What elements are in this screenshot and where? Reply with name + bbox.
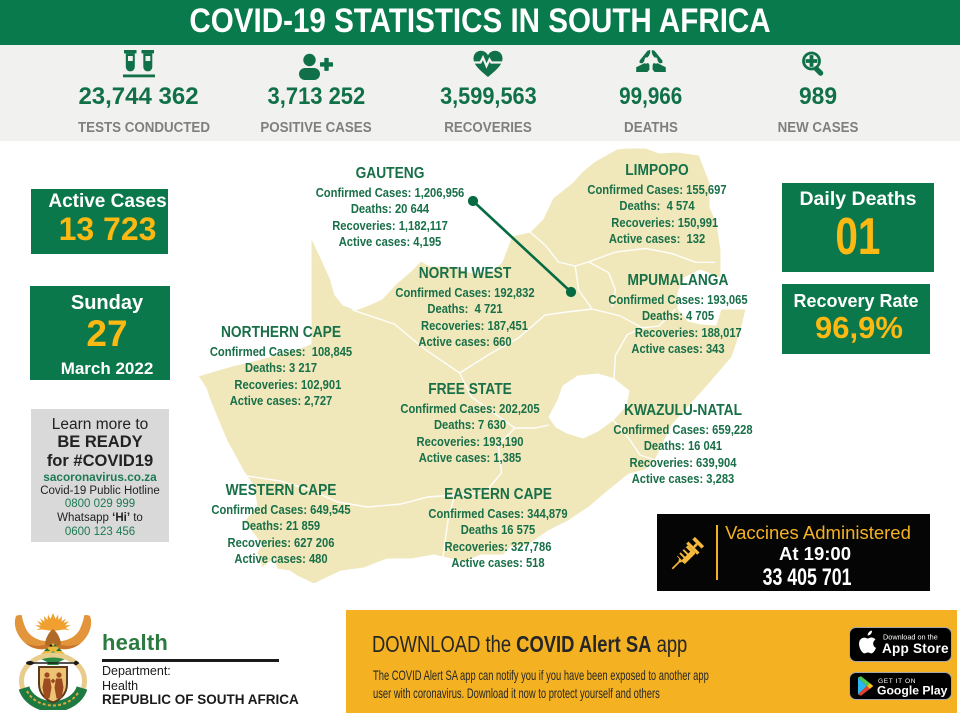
svg-text:GET IT ON: GET IT ON (878, 678, 916, 685)
svg-text:Google Play: Google Play (877, 684, 948, 698)
svg-text:App Store: App Store (882, 641, 949, 656)
svg-text:Download on the: Download on the (883, 633, 938, 642)
